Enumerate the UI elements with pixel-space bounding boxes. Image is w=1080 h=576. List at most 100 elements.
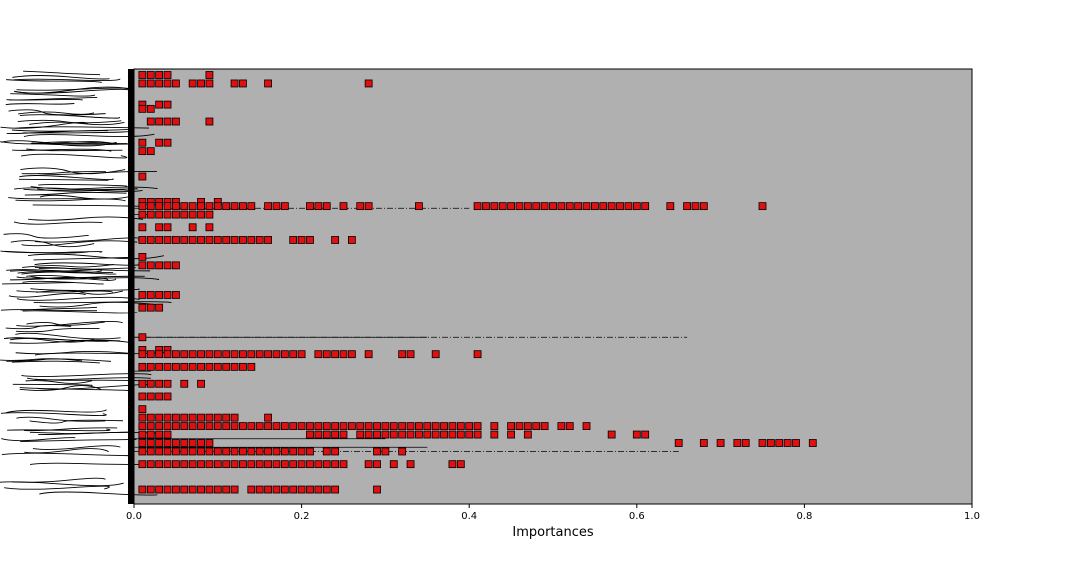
importance-point [163,117,172,126]
feature-label-scribble [30,142,135,146]
importance-point [180,202,189,211]
importance-point [415,422,423,430]
importance-point [138,362,147,371]
importance-point [213,413,222,422]
importance-point [155,79,164,88]
importance-point [406,460,415,469]
feature-label-scribble [25,380,93,384]
importance-point [197,202,205,211]
importance-point [163,223,172,232]
feature-label-scribble [0,412,107,416]
importance-point [197,79,205,88]
importance-point [205,117,214,126]
importance-point [364,460,373,469]
importance-point [188,447,197,456]
importance-point [314,460,323,469]
importance-point [280,447,289,456]
feature-label-scribble [20,306,98,311]
importance-point [591,202,599,211]
importance-point [264,350,272,359]
importance-point [205,362,214,371]
importance-point [239,447,247,456]
feature-label-scribble [12,75,110,80]
importance-point [222,422,231,430]
importance-point [146,303,155,312]
importance-point [775,439,784,447]
importance-point [163,71,172,79]
importance-point [331,430,340,439]
importance-point [456,422,465,430]
importance-point [255,236,264,244]
importance-point [264,447,272,456]
importance-point [197,413,205,422]
x-tick-label: 1.0 [964,511,980,522]
importance-point [205,71,214,79]
importance-points [138,71,817,494]
importance-point [758,439,767,447]
importance-point [766,439,775,447]
feature-label-scribble [10,240,95,248]
importance-point [163,447,172,456]
feature-label-scribble [24,191,127,196]
importance-point [641,202,650,211]
importance-point [188,422,197,430]
importance-point [197,485,205,494]
importance-point [171,79,180,88]
importance-point [247,485,256,494]
importance-point [180,460,189,469]
feature-label-scribble [16,320,123,327]
importance-point [146,413,155,422]
importance-point [515,422,524,430]
feature-label-scribble [8,292,86,298]
importance-point [171,210,180,219]
importance-point [389,422,398,430]
feature-label-scribble [10,93,96,97]
importance-point [498,202,507,211]
importance-point [381,430,390,439]
importance-point [205,210,214,219]
feature-label-scribble [8,197,112,200]
importance-point [356,422,365,430]
importance-point [247,460,256,469]
importance-point [247,362,256,371]
importance-point [406,430,415,439]
feature-label-scribble [12,148,112,152]
importance-point [314,485,323,494]
feature-label-scribble [4,485,110,490]
importance-point [188,413,197,422]
importance-point [331,447,340,456]
importance-point [155,379,164,388]
feature-label-scribble [39,141,128,145]
x-tick-label: 0.0 [126,511,142,522]
importance-point [171,413,180,422]
importance-point [197,362,205,371]
importance-point [205,447,214,456]
feature-label-scribble [21,153,128,159]
importance-point [163,362,172,371]
importance-point [456,460,465,469]
feature-label-scribble [21,240,138,247]
importance-point [733,439,742,447]
importance-point [222,447,231,456]
importance-point [297,460,306,469]
importance-point [163,413,172,422]
importance-point [213,422,222,430]
feature-label-scribble [10,269,114,273]
importance-point [255,485,264,494]
importance-point [280,202,289,211]
importance-point [406,422,415,430]
importance-point [264,485,272,494]
importance-point [306,202,314,211]
feature-label-scribble [22,310,138,314]
importance-point [607,430,616,439]
importance-point [155,236,164,244]
importance-point [339,350,348,359]
x-tick-label: 0.6 [629,511,645,522]
importance-point [306,422,314,430]
importance-point [364,79,373,88]
feature-label-scribble [26,377,151,381]
importance-point [146,485,155,494]
importance-point [306,447,314,456]
importance-point [783,439,792,447]
